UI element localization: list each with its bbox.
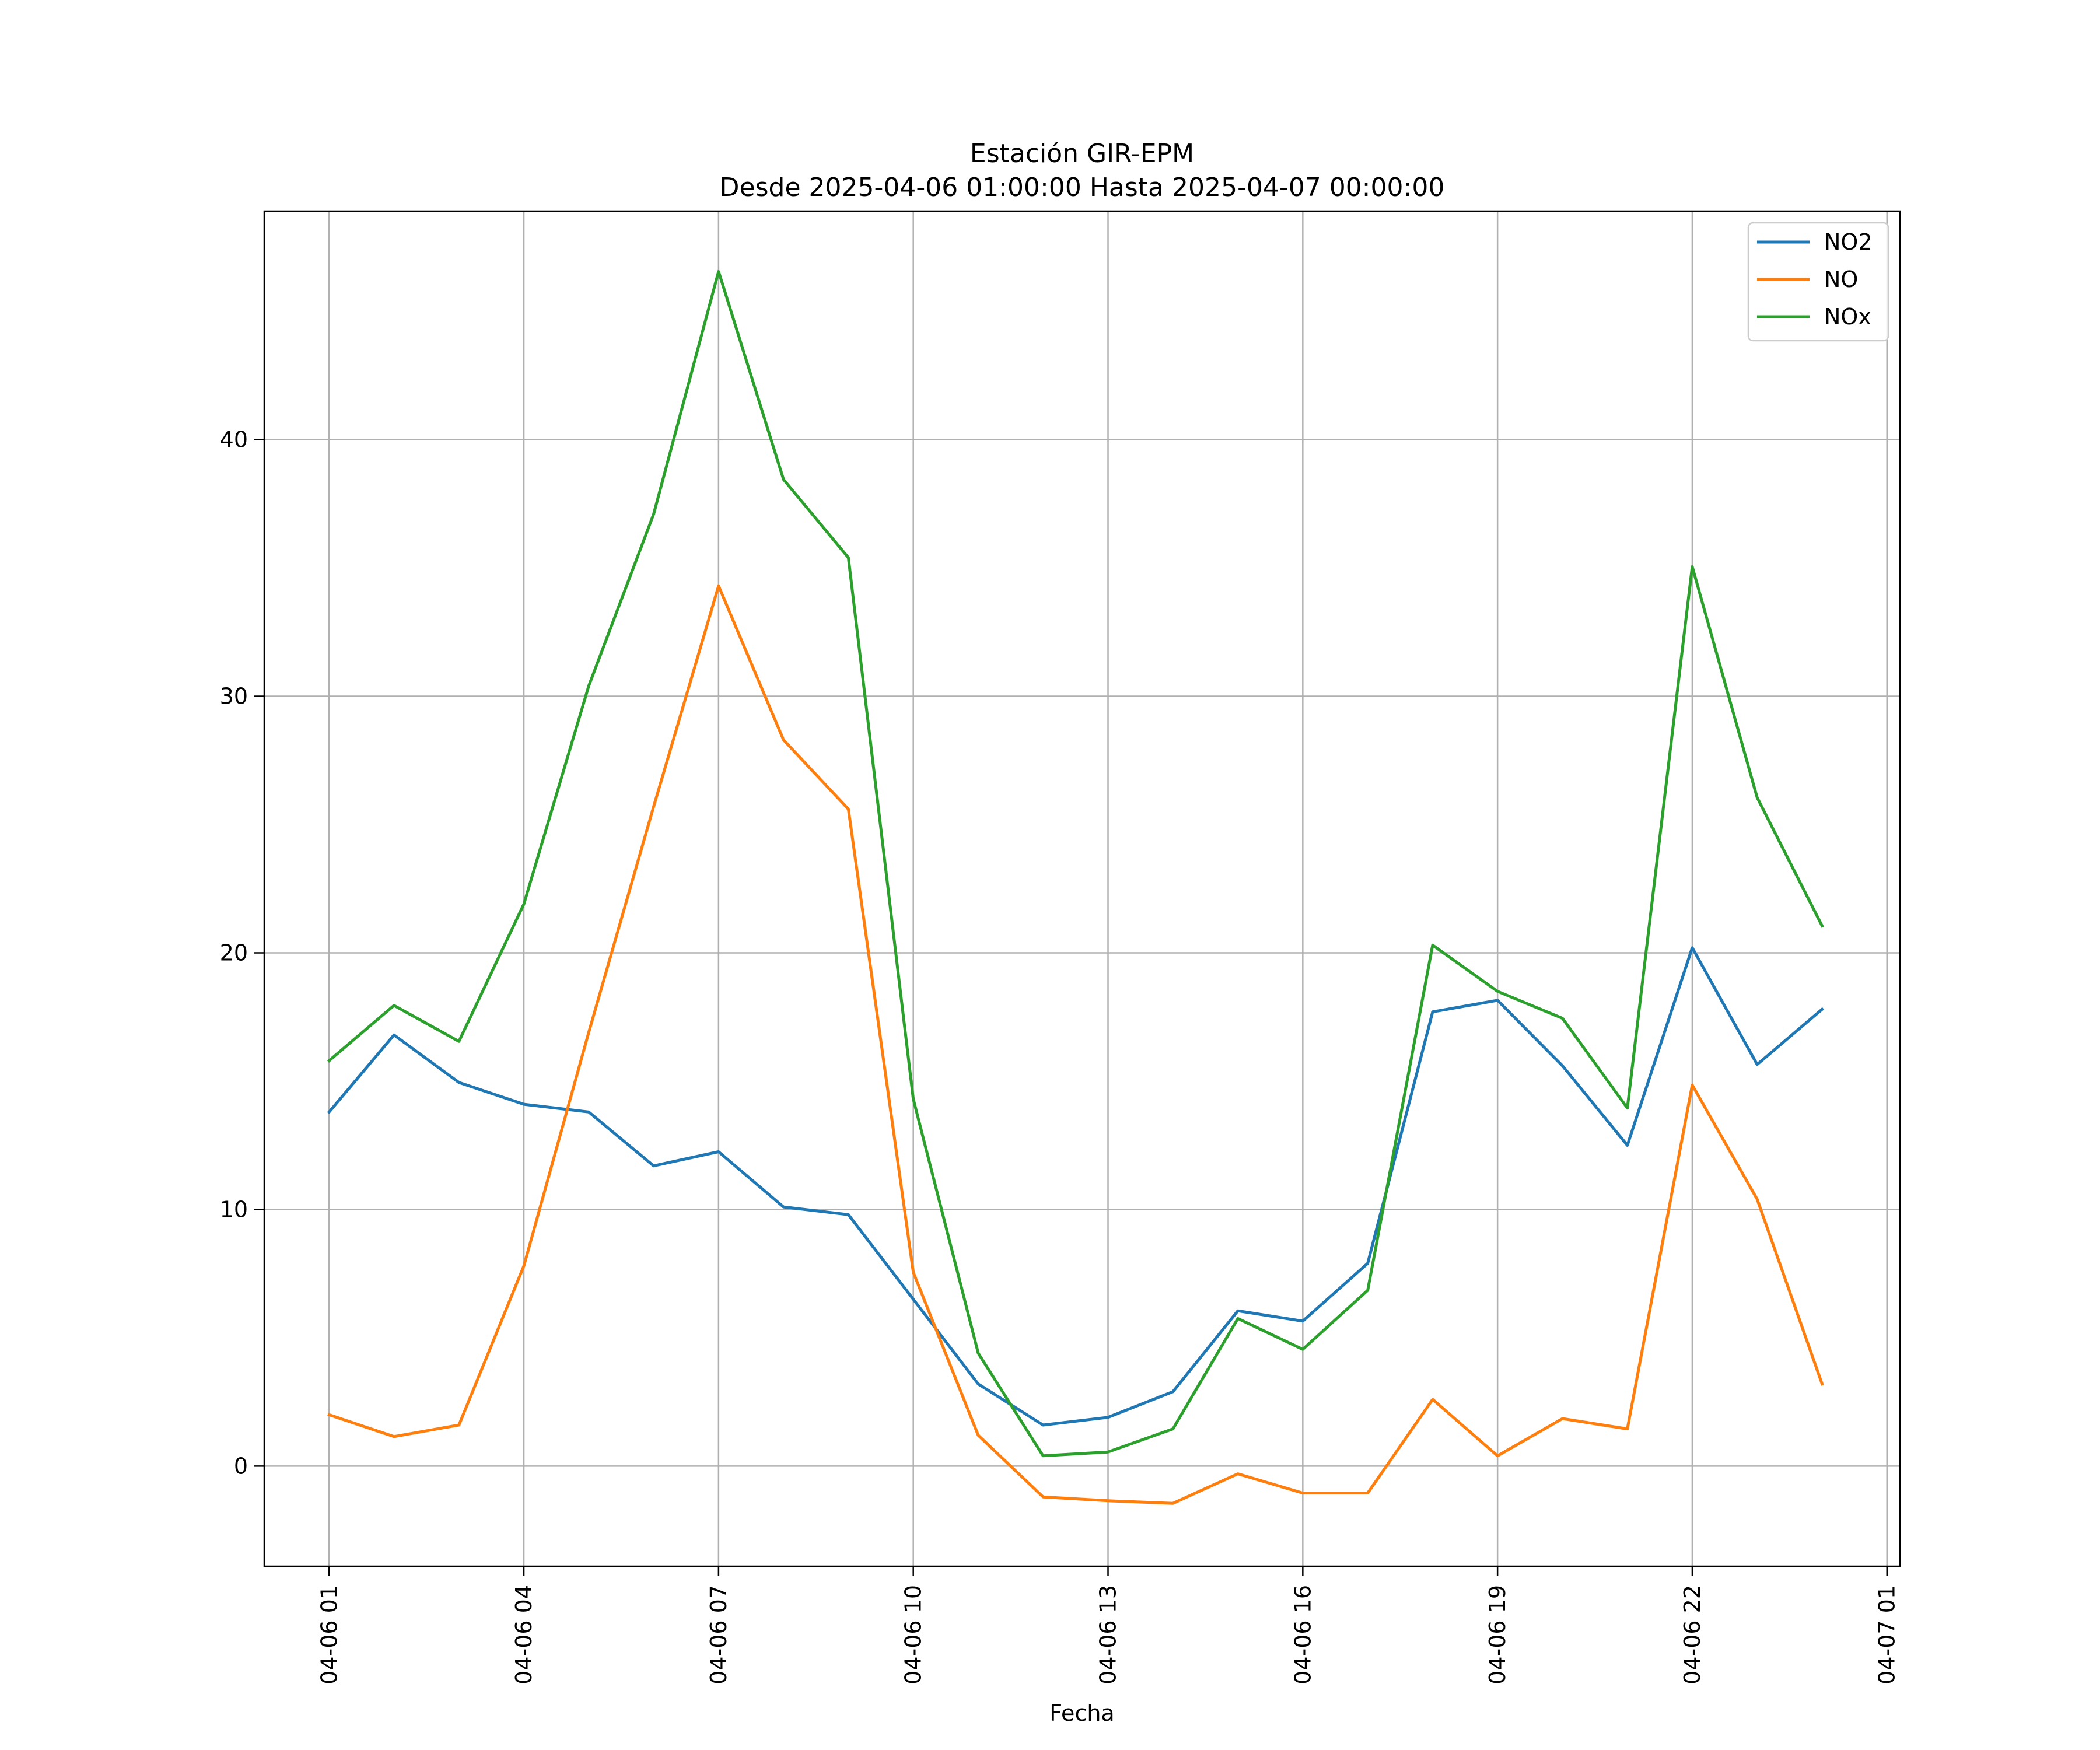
x-tick-label: 04-06 10 — [901, 1585, 926, 1685]
x-tick-label: 04-06 19 — [1485, 1585, 1510, 1685]
x-tick-label: 04-07 01 — [1874, 1585, 1900, 1685]
series-line-nox — [327, 270, 1824, 1458]
y-tick-label: 30 — [220, 684, 248, 709]
series-lines — [327, 270, 1825, 1505]
y-tick-label: 0 — [234, 1453, 248, 1479]
x-tick-label: 04-06 16 — [1290, 1585, 1315, 1685]
legend-box — [1747, 222, 1889, 342]
x-tick-label: 04-06 07 — [706, 1585, 732, 1685]
legend-label-no: NO — [1824, 267, 1858, 292]
chart-title: Estación GIR-EPM — [970, 139, 1194, 169]
legend-label-nox: NOx — [1824, 304, 1871, 330]
y-tick-label: 40 — [220, 427, 248, 453]
x-tick-label: 04-06 13 — [1096, 1585, 1121, 1685]
grid-lines — [264, 211, 1900, 1566]
chart-subtitle: Desde 2025-04-06 01:00:00 Hasta 2025-04-… — [720, 173, 1445, 202]
x-tick-label: 04-06 22 — [1679, 1585, 1705, 1685]
x-axis-label: Fecha — [1049, 1700, 1114, 1726]
y-tick-label: 20 — [220, 940, 248, 965]
plot-frame — [263, 210, 1901, 1567]
x-tick-label: 04-06 01 — [316, 1585, 342, 1685]
x-tick-label: 04-06 04 — [511, 1585, 537, 1685]
y-tick-label: 10 — [220, 1196, 248, 1222]
series-line-no2 — [327, 946, 1825, 1427]
axis-ticks: 04-06 01 04-06 04 04-06 07 04-06 10 04-06 13… — [220, 427, 1900, 1685]
legend-label-no2: NO2 — [1824, 229, 1873, 255]
series-line-no — [327, 584, 1824, 1505]
legend: NO2 NO NOx — [1747, 222, 1889, 342]
